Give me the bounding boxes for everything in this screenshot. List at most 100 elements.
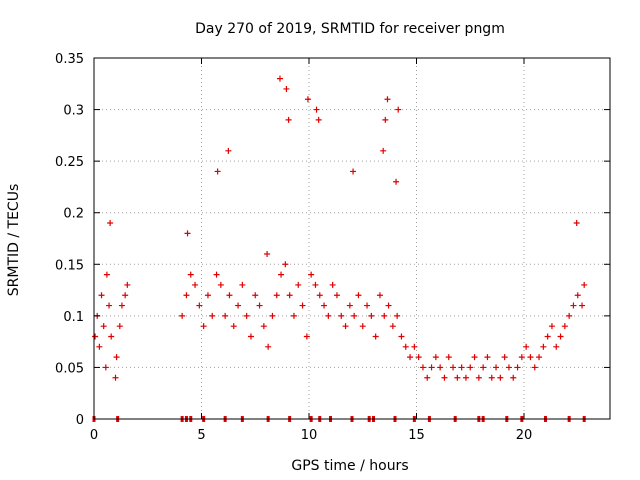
data-point [553,343,560,350]
data-point [557,333,564,340]
x-tick-label: 20 [516,428,533,443]
data-point [381,312,388,319]
data-point [376,292,383,299]
y-tick-label: 0.3 [63,104,84,119]
data-point [230,323,237,330]
data-point [112,374,119,381]
data-point [225,147,232,154]
data-point [384,96,391,103]
data-point [118,302,125,309]
data-point [295,281,302,288]
data-point [454,374,461,381]
data-point [304,96,311,103]
data-point [544,333,551,340]
data-point [276,75,283,82]
data-point [273,292,280,299]
data-point [226,292,233,299]
data-point [368,312,375,319]
data-point [183,292,190,299]
y-axis-ticks: 0 0.05 0.1 0.15 0.2 0.25 0.3 0.35 [55,52,610,428]
data-point [278,271,285,278]
data-point [98,292,105,299]
data-point [316,292,323,299]
data-point [342,323,349,330]
data-point [505,364,512,371]
data-point [415,354,422,361]
data-point [204,292,211,299]
data-point [536,354,543,361]
data-point [239,281,246,288]
y-tick-label: 0.1 [63,310,84,325]
data-point [96,343,103,350]
data-point [196,302,203,309]
y-axis-label: SRMTID / TECUs [6,184,22,297]
data-point [389,323,396,330]
data-point [252,292,259,299]
x-axis-label: GPS time / hours [291,458,408,474]
data-point [514,364,521,371]
data-point [299,302,306,309]
data-point [579,302,586,309]
x-tick-label: 15 [408,428,425,443]
data-point [192,281,199,288]
data-point [308,271,315,278]
data-point [214,168,221,175]
plot-frame [93,57,611,420]
data-point [222,312,229,319]
data-points [92,75,588,381]
data-point [269,312,276,319]
data-point [501,354,508,361]
y-tick-label: 0.35 [55,52,84,67]
data-point [106,302,113,309]
data-point [187,271,194,278]
data-point [108,333,115,340]
data-point [184,230,191,237]
x-tick-label: 0 [90,428,98,443]
data-point [282,261,289,268]
data-point [467,364,474,371]
data-point [103,271,110,278]
data-point [283,85,290,92]
data-point [217,281,224,288]
data-point [573,220,580,227]
data-point [393,178,400,185]
data-point [243,312,250,319]
data-point [428,364,435,371]
data-point [303,333,310,340]
data-point [364,302,371,309]
y-tick-label: 0.15 [55,258,84,273]
data-point [179,312,186,319]
data-point [100,323,107,330]
data-point [200,323,207,330]
data-point [260,323,267,330]
data-point [450,364,457,371]
data-point [285,116,292,123]
data-point [518,354,525,361]
data-point [290,312,297,319]
data-point [471,354,478,361]
data-point [265,343,272,350]
x-tick-label: 10 [301,428,318,443]
x-axis-ticks: 0 5 10 15 20 [90,58,532,443]
grid-lines [94,58,610,419]
data-point [441,374,448,381]
data-point [540,343,547,350]
data-point [574,292,581,299]
data-point [548,323,555,330]
data-point [385,302,392,309]
data-point [247,333,254,340]
data-point [329,281,336,288]
data-point [475,374,482,381]
data-point [286,292,293,299]
data-point [488,374,495,381]
data-point [437,364,444,371]
data-point [380,147,387,154]
data-point [351,312,358,319]
data-point [480,364,487,371]
data-point [338,312,345,319]
data-point [264,250,271,257]
data-point [235,302,242,309]
data-point [122,292,129,299]
data-point [493,364,500,371]
data-point [321,302,328,309]
